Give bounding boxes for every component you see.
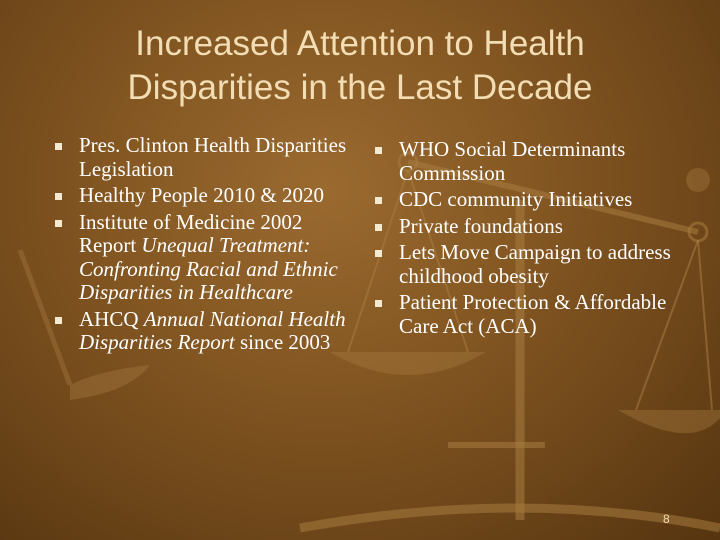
item-text: Private foundations xyxy=(399,213,563,238)
title-line-2: Disparities in the Last Decade xyxy=(127,68,593,107)
item-text: Healthy People 2010 & 2020 xyxy=(79,183,324,207)
left-bullet-list: Pres. Clinton Health Disparities Legisla… xyxy=(52,133,352,358)
item-text: AHCQ xyxy=(79,306,144,331)
item-text: Pres. Clinton Health Disparities Legisla… xyxy=(79,133,347,181)
item-italic-text: Annual National Health Disparities Repor… xyxy=(79,306,346,354)
item-italic-text: Unequal Treatment: Confronting Racial an… xyxy=(79,233,338,304)
list-item: Pres. Clinton Health Disparities Legisla… xyxy=(52,133,352,181)
list-item: Private foundations xyxy=(372,213,672,239)
list-item: WHO Social Determinants Commission xyxy=(372,137,672,185)
square-bullet-icon xyxy=(55,219,62,227)
item-text: CDC community Initiatives xyxy=(399,187,633,211)
slide-title: Increased Attention to Health Disparitie… xyxy=(40,22,680,110)
square-bullet-icon xyxy=(375,250,382,257)
item-text-suffix: since 2003 xyxy=(234,330,331,354)
title-line-1: Increased Attention to Health xyxy=(135,24,585,63)
list-item: Institute of Medicine 2002 Report Unequa… xyxy=(52,209,352,305)
square-bullet-icon xyxy=(375,300,382,307)
square-bullet-icon xyxy=(55,316,62,324)
item-text: WHO Social Determinants Commission xyxy=(399,137,626,185)
square-bullet-icon xyxy=(375,147,382,154)
item-text: Patient Protection & Affordable Care Act… xyxy=(399,290,667,338)
item-text: Lets Move Campaign to address childhood … xyxy=(399,240,671,288)
list-item: CDC community Initiatives xyxy=(372,187,672,212)
list-item: AHCQ Annual National Health Disparities … xyxy=(52,306,352,355)
right-bullet-list: WHO Social Determinants Commission CDC c… xyxy=(372,137,672,341)
list-item: Lets Move Campaign to address childhood … xyxy=(372,240,672,288)
square-bullet-icon xyxy=(375,197,382,204)
square-bullet-icon xyxy=(375,223,382,231)
list-item: Patient Protection & Affordable Care Act… xyxy=(372,290,672,338)
square-bullet-icon xyxy=(55,193,62,200)
square-bullet-icon xyxy=(55,143,62,150)
page-number: 8 xyxy=(663,512,670,526)
item-text: Institute of Medicine 2002 Report xyxy=(79,209,303,257)
list-item: Healthy People 2010 & 2020 xyxy=(52,183,352,208)
